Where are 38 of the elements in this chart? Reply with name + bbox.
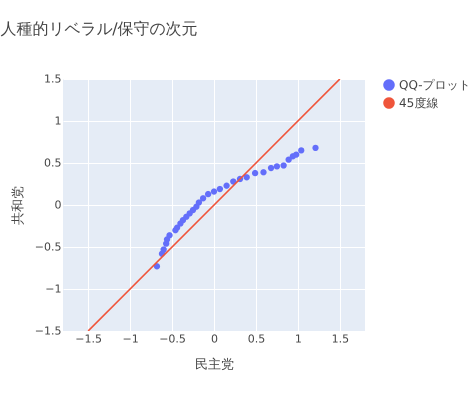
chart-title: 人種的リベラル/保守の次元: [0, 19, 198, 38]
point: [260, 169, 267, 176]
point: [196, 199, 202, 206]
y-axis-title: 共和党: [10, 186, 26, 225]
legend-label: QQ-プロット: [399, 78, 471, 92]
x-tick-label: 1: [294, 332, 302, 346]
y-tick-label: 0: [54, 198, 62, 212]
point: [160, 246, 167, 253]
y-tick-label: −1: [45, 282, 62, 296]
x-tick-label: 0.5: [248, 332, 266, 346]
x-tick-label: −0.5: [159, 332, 186, 346]
x-tick-label: −1.5: [75, 332, 102, 346]
y-tick-label: 1: [54, 114, 62, 128]
y-tick-label: 1.5: [44, 72, 62, 86]
point: [268, 164, 274, 172]
point: [286, 156, 292, 163]
point: [312, 144, 319, 152]
point: [274, 163, 280, 170]
point: [280, 162, 287, 169]
point: [174, 224, 180, 231]
point: [223, 182, 230, 189]
point: [244, 174, 250, 180]
y-tick-label: 0.5: [44, 156, 62, 170]
legend-label: 45度線: [399, 96, 438, 110]
point: [216, 186, 224, 192]
point: [252, 170, 258, 176]
point: [200, 195, 206, 202]
point: [298, 147, 304, 154]
x-tick-label: −1: [122, 332, 139, 346]
point: [293, 151, 300, 158]
point: [210, 188, 218, 195]
y-tick-label: −0.5: [34, 240, 62, 254]
x-axis-title: 民主党: [195, 356, 234, 372]
point: [204, 190, 212, 198]
x-tick-label: 1.5: [332, 332, 350, 346]
y-tick-label: −1.5: [34, 324, 62, 338]
x-tick-label: 0: [211, 332, 218, 346]
point: [166, 232, 173, 238]
